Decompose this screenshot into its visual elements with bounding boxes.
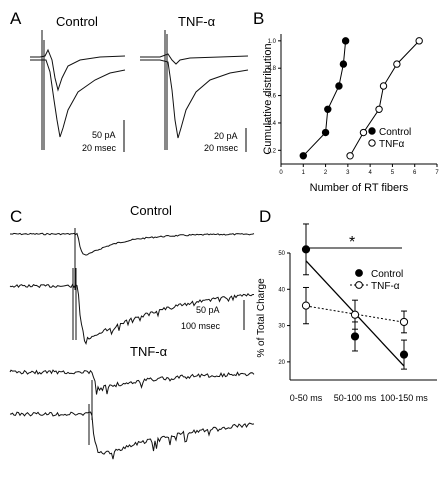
significance-star: * [349, 234, 355, 251]
legend-marker [368, 139, 376, 147]
data-point [335, 82, 343, 90]
y-tick-label: 20 [278, 360, 285, 366]
data-point [359, 128, 368, 137]
epsc-trace [140, 59, 249, 139]
legend-label: TNFα [379, 139, 404, 150]
scale-label: 50 pA [196, 305, 220, 315]
x-category-label: 0-50 ms [290, 393, 323, 403]
panel-c-tnf-label: TNF-α [130, 344, 168, 359]
panel-d-chart: 20 30 40 50 0-50 ms 50-100 ms 100-150 ms % of… [256, 223, 437, 403]
data-point [346, 152, 354, 160]
y-tick-label: 0.4 [268, 121, 277, 127]
data-point [341, 37, 350, 45]
scale-label: 20 pA [214, 131, 238, 141]
panel-a-tnf-label: TNF-α [178, 14, 216, 29]
x-tick-label: 2 [324, 170, 328, 176]
y-axis-label: % of Total Charge [256, 278, 267, 358]
y-tick-label: 40 [278, 287, 285, 293]
x-tick-label: 5 [391, 170, 395, 176]
panel-a-control-label: Control [56, 14, 98, 29]
y-tick-label: 0.8 [268, 66, 277, 72]
y-tick-label: 50 [278, 251, 285, 257]
legend-marker [368, 127, 376, 135]
data-point [399, 350, 409, 359]
scale-label: 20 msec [204, 143, 239, 153]
series-line [349, 40, 420, 157]
panel-a-letter: A [10, 9, 22, 28]
panel-b-chart: 0.2 0.4 0.6 0.8 1.0 0 1 2 3 4 5 6 7 Number of RT fi… [262, 34, 439, 194]
data-point [299, 152, 307, 160]
legend-marker [355, 281, 363, 289]
y-tick-label: 0.2 [268, 148, 277, 154]
current-trace [9, 283, 255, 345]
legend-label: Control [371, 269, 403, 280]
y-tick-label: 0.6 [268, 94, 277, 100]
panel-d-letter: D [259, 207, 271, 226]
current-trace [10, 232, 255, 256]
data-point [415, 37, 423, 45]
y-axis-label: Cumulative distribution [262, 43, 274, 154]
legend-label: TNF-α [371, 281, 400, 292]
current-trace [9, 411, 255, 460]
y-tick-label: 1.0 [268, 39, 277, 45]
x-tick-label: 7 [435, 170, 439, 176]
x-category-label: 50-100 ms [334, 393, 377, 403]
x-category-label: 100-150 ms [380, 393, 428, 403]
data-point [399, 317, 409, 327]
x-tick-label: 4 [368, 170, 372, 176]
data-point [301, 301, 311, 310]
x-tick-label: 0 [279, 170, 283, 176]
legend-label: Control [379, 127, 411, 138]
scale-label: 100 msec [181, 321, 221, 331]
data-point [339, 60, 348, 68]
x-tick-label: 6 [413, 170, 417, 176]
data-point [375, 105, 383, 113]
data-point [324, 105, 332, 113]
scale-label: 50 pA [92, 130, 116, 140]
data-point [321, 128, 330, 137]
current-trace [9, 369, 255, 395]
data-point [301, 245, 311, 254]
data-point [393, 60, 401, 68]
data-point [350, 332, 360, 341]
x-tick-label: 3 [346, 170, 350, 176]
x-axis-label: Number of RT fibers [310, 182, 409, 194]
data-point [379, 82, 388, 90]
panel-a-control-traces [30, 30, 126, 152]
x-tick-label: 1 [302, 170, 306, 176]
series-line [302, 40, 347, 157]
epsc-trace [30, 59, 126, 138]
panel-c-traces [9, 228, 255, 460]
panel-a-tnf-traces [140, 30, 249, 152]
scale-label: 20 msec [82, 143, 117, 153]
epsc-trace [30, 48, 126, 92]
data-point [350, 310, 360, 319]
y-tick-label: 30 [278, 324, 285, 330]
panel-c-letter: C [10, 207, 22, 226]
legend-marker [355, 269, 363, 277]
epsc-trace [140, 53, 249, 65]
panel-b-letter: B [253, 9, 264, 28]
panel-c-control-label: Control [130, 203, 172, 218]
